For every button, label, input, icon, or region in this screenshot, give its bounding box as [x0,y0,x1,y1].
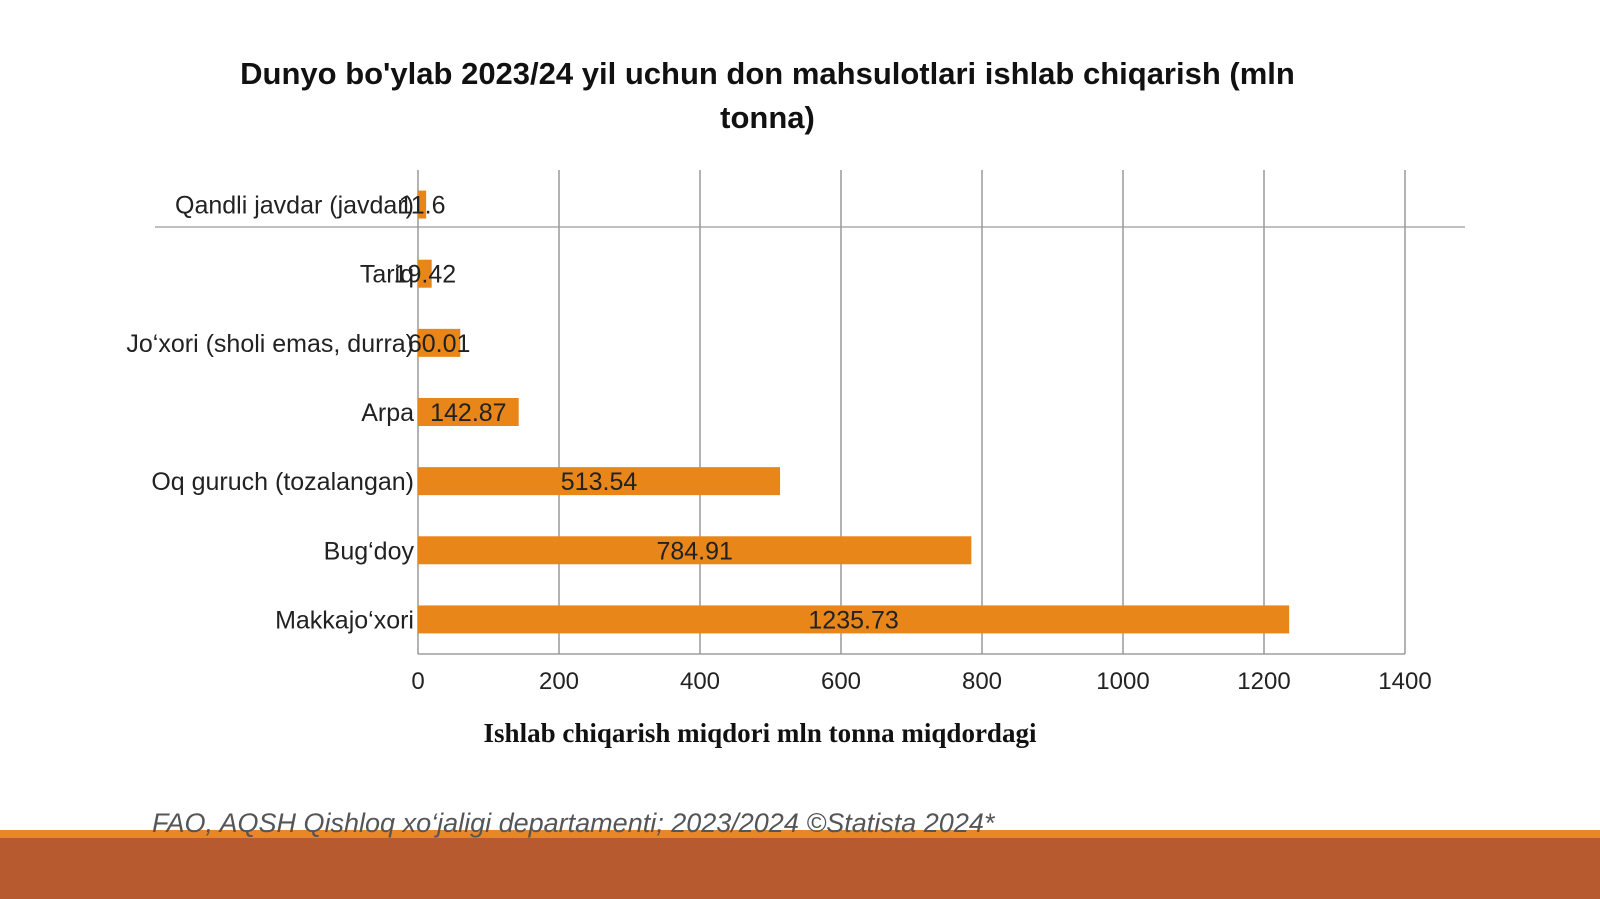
bar [418,190,427,219]
data-label: 19.42 [394,261,457,289]
bar [418,605,1290,634]
data-label: 1235.73 [808,606,898,634]
data-label: 142.87 [430,399,506,427]
chart-title: Dunyo bo'ylab 2023/24 yil uchun don mahs… [240,56,1295,135]
x-tick-label: 400 [680,668,720,695]
category-label: Makkajo‘xori [275,606,414,634]
category-label: Qandli javdar (javdar) [175,192,414,220]
bar [418,398,519,426]
category-labels: Qandli javdar (javdar) Tariq Jo‘xori (shol… [126,192,414,635]
footer-band [0,838,1600,899]
bar [418,467,781,496]
footer-stripe [0,830,1600,838]
x-tick-label: 1200 [1237,668,1290,695]
x-tick-label: 0 [411,668,424,695]
data-label: 513.54 [561,468,638,496]
data-label: 60.01 [408,330,471,358]
bar [418,536,972,565]
category-label: Arpa [361,399,414,427]
x-tick-label: 200 [539,668,579,695]
bar [418,328,461,357]
x-tick-label: 800 [962,668,1002,695]
source-note: FAO, AQSH Qishloq xo‘jaligi departamenti… [152,808,995,838]
x-tick-labels: 0 200 400 600 800 1000 1200 1400 [411,668,1431,695]
data-label: 11.6 [399,192,446,220]
x-axis-title: Ishlab chiqarish miqdori mln tonna miqdo… [483,718,1037,748]
x-tick-label: 600 [821,668,861,695]
x-tick-label: 1000 [1096,668,1149,695]
bar [418,259,432,288]
x-tick-label: 1400 [1378,668,1431,695]
bars [418,190,1290,634]
data-label: 784.91 [656,537,732,565]
category-label: Oq guruch (tozalangan) [151,468,414,496]
category-label: Bug‘doy [324,537,415,565]
grid-lines [417,170,1406,655]
category-label: Jo‘xori (sholi emas, durra) [126,330,414,358]
value-labels: 11.6 19.42 60.01 142.87 513.54 784.91 1235.73 [394,192,899,635]
category-label: Tariq [360,261,414,289]
